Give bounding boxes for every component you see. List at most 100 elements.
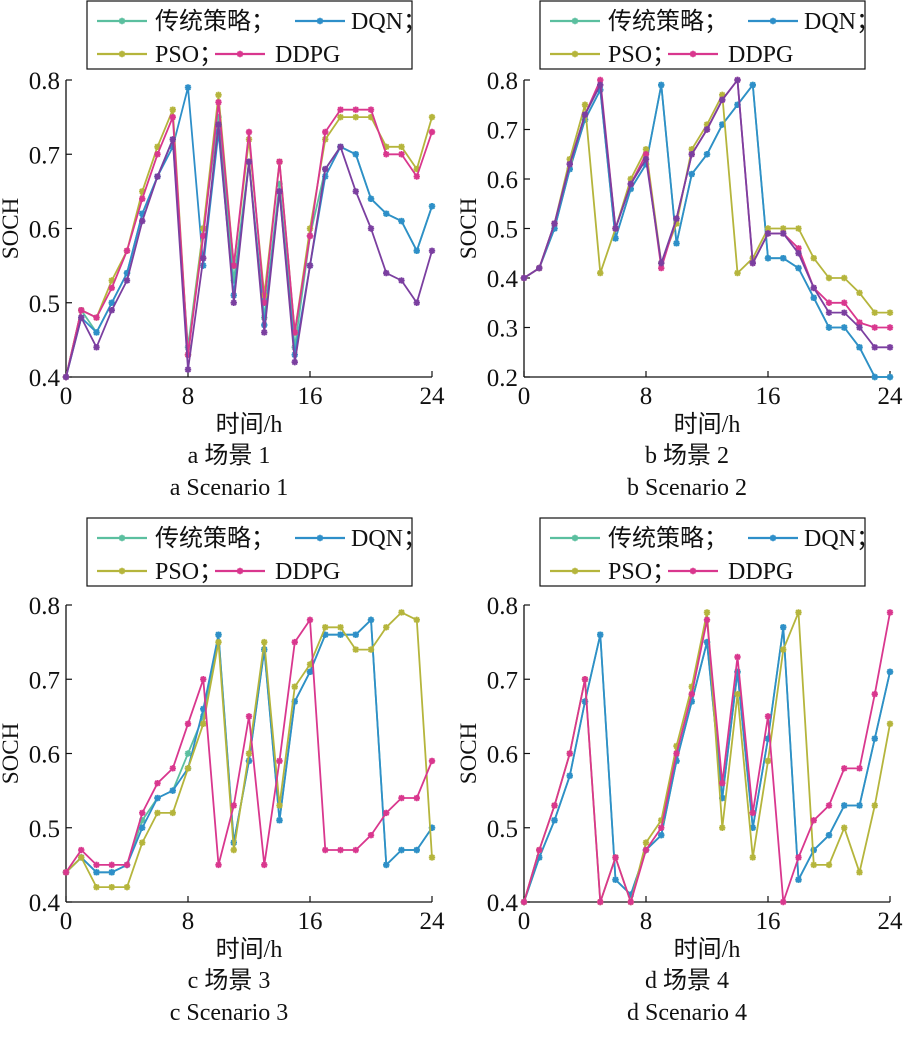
data-point-ddpg [856,319,863,326]
y-tick-label: 0.7 [29,667,60,694]
data-point-pso [169,106,176,113]
legend-label-ddpg: DDPG [275,42,340,68]
chart-panel-2: 传统策略； DQN； PSO； DDPG 0.2 0.3 0.4 0.5 0.6 0.7 0.8 0 8… [456,0,903,501]
x-tick-label: 16 [756,383,781,410]
y-tick-label: 0.6 [29,742,60,769]
data-point-dqn [184,84,192,91]
legend-marker-traditional [118,534,126,542]
data-point-ddpg [413,173,420,180]
data-point-pso [337,624,344,631]
legend-label-pso: PSO； [155,559,223,585]
data-point-ddpg [139,809,146,817]
data-point-pso [825,274,833,282]
data-point-dqn [581,116,589,123]
data-point-pso [93,883,100,891]
y-tick-label: 0.6 [487,167,518,194]
data-point-traditional [200,713,207,720]
data-point-purple [597,81,604,89]
series-dqn [520,81,894,381]
data-point-ddpg [886,324,894,331]
series-line-ddpg [523,612,891,903]
data-point-dqn [276,817,283,824]
data-point-purple [261,329,268,336]
series-line-ddpg [65,619,433,873]
series-dqn [520,624,894,906]
data-point-dqn [398,846,405,854]
series-pso [520,91,894,316]
legend-label-ddpg: DDPG [275,559,340,585]
data-point-purple [764,230,772,237]
data-point-pso [413,165,420,173]
data-point-dqn [658,81,665,89]
data-point-dqn [841,802,848,809]
y-tick-label: 0.5 [29,816,60,843]
data-point-purple [886,344,894,351]
chart-panel-3: 传统策略； DQN； PSO； DDPG 0.4 0.5 0.6 0.7 0.8 0 8 16 24 时间… [0,517,446,1026]
data-point-dqn [93,329,100,336]
data-point-pso [184,765,192,772]
series-line-purple [523,79,890,349]
data-point-dqn [383,210,390,217]
legend-box [539,0,866,70]
x-axis-label: 时间/h [216,936,283,963]
data-point-purple [780,230,787,237]
data-point-dqn [154,794,161,802]
series-line-dqn [523,626,891,903]
data-point-pso [734,690,741,698]
data-point-ddpg [123,861,131,869]
legend-label-traditional: 传统策略； [155,8,275,35]
data-point-pso [306,225,314,232]
legend-label-traditional: 传统策略； [155,525,275,552]
data-point-dqn [291,698,298,705]
data-point-dqn [780,624,787,631]
data-point-ddpg [306,232,314,240]
data-point-ddpg [627,898,634,906]
data-point-ddpg [597,76,604,84]
data-point-purple [688,151,695,158]
data-point-pso [428,113,436,121]
y-tick-label: 0.8 [29,593,60,620]
data-point-ddpg [169,765,176,772]
data-point-purple [825,309,833,316]
data-point-dqn [108,299,115,306]
data-point-ddpg [337,106,344,113]
data-point-pso [215,91,222,99]
data-point-ddpg [337,846,344,854]
x-tick-label: 24 [878,908,904,935]
data-point-pso [154,809,161,817]
data-point-ddpg [871,324,878,331]
data-point-ddpg [184,351,192,358]
legend-marker-ddpg [236,567,244,575]
data-point-purple [78,314,85,321]
data-point-dqn [795,876,802,883]
y-tick-label: 0.2 [487,365,518,392]
data-point-purple [184,366,192,373]
data-point-traditional [139,817,146,824]
data-point-dqn [169,787,176,794]
data-point-ddpg [520,898,528,906]
data-point-dqn [612,876,619,883]
data-point-purple [337,143,344,151]
data-point-pso [780,646,787,653]
series-line-dqn [65,619,433,874]
data-point-pso [597,269,604,277]
y-axis-label: SOCH [0,198,23,259]
caption-cn: b 场景 2 [645,443,729,469]
data-point-pso [871,309,878,316]
data-point-dqn [306,668,314,676]
data-point-dqn [673,757,680,765]
data-point-purple [322,165,329,173]
data-point-dqn [688,698,695,705]
legend-marker-pso [571,567,579,575]
data-point-ddpg [428,128,436,136]
y-tick-label: 0.4 [29,890,61,917]
data-point-ddpg [261,299,268,306]
x-tick-label: 0 [518,908,531,935]
series-dqn [62,84,436,381]
data-point-pso [291,683,298,690]
x-tick-label: 24 [420,908,446,935]
data-point-dqn [795,264,802,272]
data-point-ddpg [367,106,375,113]
legend-label-dqn: DQN； [804,526,880,552]
